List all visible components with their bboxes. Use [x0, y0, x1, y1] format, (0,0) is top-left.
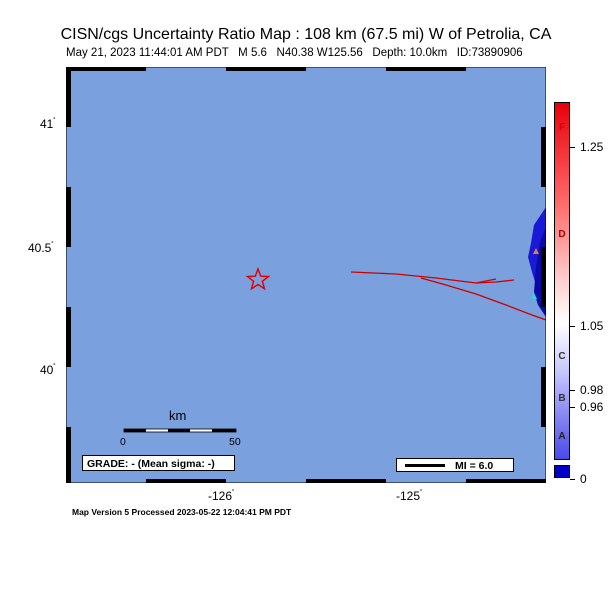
scale-start: 0 — [120, 436, 126, 448]
colorbar-tick-mark — [570, 407, 575, 408]
map-frame — [66, 67, 546, 483]
colorbar-tick-mark — [570, 147, 575, 148]
frame-border — [66, 67, 546, 483]
fault-line-branch — [475, 278, 497, 284]
epicenter-star — [245, 266, 271, 291]
fault-line-mendocino — [350, 271, 515, 284]
grade-legend: GRADE: - (Mean sigma: -) — [82, 455, 235, 471]
colorbar-tick-mark — [570, 479, 575, 480]
scale-bar — [123, 428, 237, 433]
colorbar-tick-0: 0 — [580, 472, 587, 486]
mi-legend: MI = 6.0 — [396, 458, 514, 472]
colorbar-tick-0-96: 0.96 — [580, 400, 604, 414]
colorbar-min-swatch — [554, 465, 570, 478]
lat-label-40-5: 40.5˚ — [28, 241, 54, 255]
mi-label: MI = 6.0 — [455, 460, 494, 472]
lon-label-126: -126˚ — [208, 489, 235, 503]
colorbar-tick-0-98: 0.98 — [580, 383, 604, 397]
grade-letter-c: C — [558, 351, 566, 362]
lat-label-40: 40˚ — [40, 363, 56, 377]
colorbar-tick-1-05: 1.05 — [580, 319, 604, 333]
scale-unit: km — [169, 408, 187, 423]
station-triangle-orange — [533, 248, 539, 254]
fault-line-south — [420, 277, 546, 321]
grade-letter-f: F — [558, 122, 566, 133]
colorbar-tick-mark — [570, 326, 575, 327]
grade-letter-d: D — [558, 229, 566, 240]
grade-letter-a: A — [558, 431, 566, 442]
ocean-area — [66, 67, 546, 483]
mi-line-sample — [405, 464, 445, 467]
colorbar-tick-mark — [570, 390, 575, 391]
map-title: CISN/cgs Uncertainty Ratio Map : 108 km … — [60, 26, 552, 43]
scale-end: 50 — [229, 436, 241, 448]
lat-label-41: 41˚ — [40, 117, 56, 131]
station-triangle-cyan — [531, 293, 537, 299]
colorbar-tick-1-25: 1.25 — [580, 140, 604, 154]
colorbar — [554, 102, 570, 460]
lon-label-125: -125˚ — [396, 489, 423, 503]
map-version-footer: Map Version 5 Processed 2023-05-22 12:04… — [72, 507, 292, 517]
grade-letter-b: B — [558, 393, 566, 404]
event-info: May 21, 2023 11:44:01 AM PDT M 5.6 N40.3… — [66, 47, 523, 59]
